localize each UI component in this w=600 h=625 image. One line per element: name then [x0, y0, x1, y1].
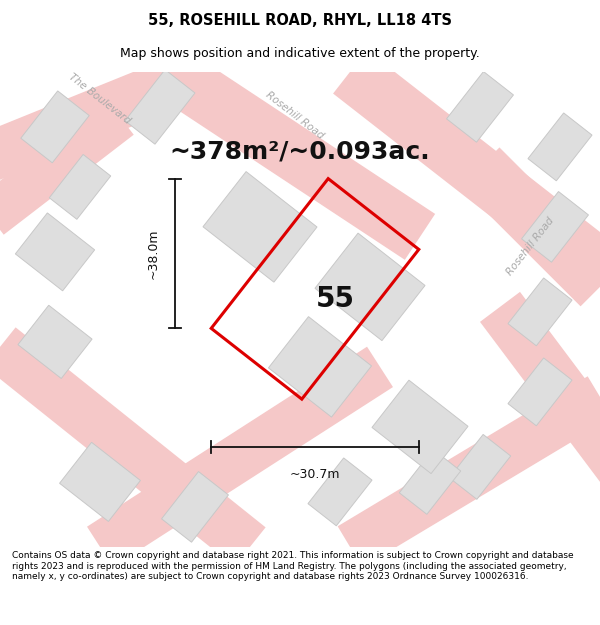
Polygon shape	[521, 191, 589, 262]
Polygon shape	[125, 69, 195, 144]
Text: Contains OS data © Crown copyright and database right 2021. This information is : Contains OS data © Crown copyright and d…	[12, 551, 574, 581]
Polygon shape	[446, 71, 514, 142]
Text: Map shows position and indicative extent of the property.: Map shows position and indicative extent…	[120, 48, 480, 61]
Polygon shape	[0, 328, 266, 566]
Polygon shape	[315, 233, 425, 341]
Polygon shape	[268, 317, 371, 417]
Polygon shape	[508, 358, 572, 426]
Polygon shape	[21, 91, 89, 163]
Text: 55, ROSEHILL ROAD, RHYL, LL18 4TS: 55, ROSEHILL ROAD, RHYL, LL18 4TS	[148, 12, 452, 28]
Text: ~30.7m: ~30.7m	[290, 468, 340, 481]
Polygon shape	[18, 305, 92, 379]
Polygon shape	[16, 213, 95, 291]
Polygon shape	[338, 376, 600, 568]
Polygon shape	[0, 49, 209, 180]
Text: 55: 55	[316, 285, 355, 313]
Text: Rosehill Road: Rosehill Road	[505, 216, 556, 278]
Polygon shape	[0, 99, 134, 235]
Polygon shape	[333, 50, 600, 289]
Polygon shape	[49, 154, 111, 219]
Polygon shape	[399, 449, 461, 514]
Polygon shape	[161, 471, 229, 542]
Polygon shape	[508, 278, 572, 346]
Polygon shape	[480, 292, 600, 482]
Polygon shape	[59, 442, 140, 521]
Polygon shape	[372, 380, 468, 474]
Polygon shape	[155, 49, 435, 260]
Polygon shape	[528, 113, 592, 181]
Polygon shape	[449, 434, 511, 499]
Polygon shape	[308, 458, 372, 526]
Text: The Boulevard: The Boulevard	[67, 72, 133, 126]
Polygon shape	[461, 148, 600, 306]
Text: ~38.0m: ~38.0m	[146, 228, 160, 279]
Text: ~378m²/~0.093ac.: ~378m²/~0.093ac.	[170, 140, 430, 164]
Text: Rosehill Road: Rosehill Road	[264, 89, 326, 141]
Polygon shape	[203, 172, 317, 282]
Polygon shape	[87, 347, 393, 567]
